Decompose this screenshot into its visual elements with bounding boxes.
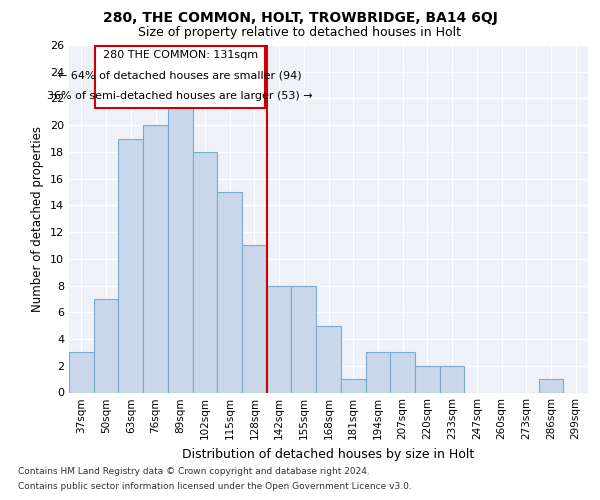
Bar [217, 192, 242, 392]
Bar [143, 125, 168, 392]
Bar [118, 138, 143, 392]
Bar [69, 352, 94, 393]
Bar [415, 366, 440, 392]
Bar [539, 379, 563, 392]
Text: Contains public sector information licensed under the Open Government Licence v3: Contains public sector information licen… [18, 482, 412, 491]
Bar [365, 352, 390, 393]
Text: 280 THE COMMON: 131sqm: 280 THE COMMON: 131sqm [103, 50, 258, 59]
Text: ← 64% of detached houses are smaller (94): ← 64% of detached houses are smaller (94… [58, 70, 302, 81]
X-axis label: Distribution of detached houses by size in Holt: Distribution of detached houses by size … [182, 448, 475, 461]
Bar [292, 286, 316, 393]
Bar [193, 152, 217, 392]
Bar [316, 326, 341, 392]
Text: Contains HM Land Registry data © Crown copyright and database right 2024.: Contains HM Land Registry data © Crown c… [18, 467, 370, 476]
Bar [341, 379, 365, 392]
FancyBboxPatch shape [95, 46, 265, 108]
Bar [94, 299, 118, 392]
Bar [390, 352, 415, 393]
Bar [242, 246, 267, 392]
Bar [267, 286, 292, 393]
Text: 36% of semi-detached houses are larger (53) →: 36% of semi-detached houses are larger (… [47, 91, 313, 101]
Y-axis label: Number of detached properties: Number of detached properties [31, 126, 44, 312]
Text: Size of property relative to detached houses in Holt: Size of property relative to detached ho… [139, 26, 461, 39]
Text: 280, THE COMMON, HOLT, TROWBRIDGE, BA14 6QJ: 280, THE COMMON, HOLT, TROWBRIDGE, BA14 … [103, 11, 497, 25]
Bar [168, 98, 193, 393]
Bar [440, 366, 464, 392]
